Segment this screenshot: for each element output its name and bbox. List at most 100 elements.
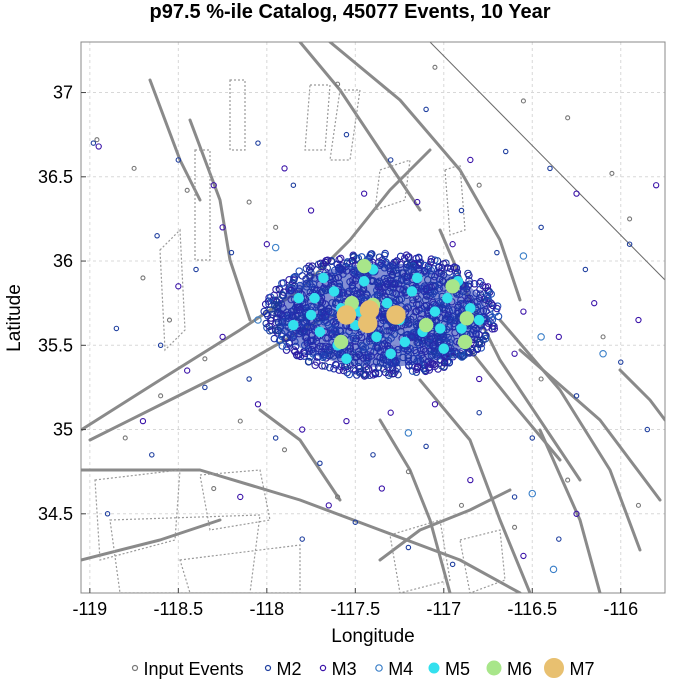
cluster-event-marker	[427, 258, 435, 266]
cluster-event-marker	[267, 293, 275, 301]
event-marker-m3	[219, 224, 226, 231]
event-marker-input-events	[94, 137, 100, 143]
cluster-event-marker	[321, 258, 330, 267]
event-marker-input-events	[140, 275, 146, 281]
cluster-event-marker	[388, 366, 397, 374]
cluster-event-marker	[430, 362, 439, 371]
event-marker-input-events	[476, 182, 482, 188]
event-marker-m2	[494, 249, 500, 256]
event-marker-m2	[149, 452, 155, 458]
event-marker-m4	[271, 243, 280, 252]
cluster-event-marker	[438, 264, 446, 272]
event-marker-m5	[314, 326, 326, 338]
event-marker-m3	[325, 502, 332, 509]
event-marker-input-events	[246, 199, 252, 205]
event-marker-m3	[653, 182, 660, 189]
event-marker-m5	[399, 336, 411, 348]
cluster-event-marker	[431, 256, 439, 264]
cluster-event-marker	[487, 313, 496, 322]
event-marker-input-events	[166, 317, 173, 323]
cluster-event-marker	[475, 340, 483, 349]
cluster-event-marker	[489, 301, 497, 310]
event-marker-m2	[370, 452, 376, 458]
event-marker-input-events	[635, 502, 642, 508]
event-marker-m3	[210, 182, 217, 189]
event-marker-m5	[381, 297, 393, 309]
event-marker-m2	[343, 131, 350, 138]
cluster-event-marker	[318, 362, 326, 370]
cluster-event-marker	[487, 290, 495, 298]
event-marker-m5	[406, 286, 418, 297]
cluster-event-marker	[305, 266, 314, 274]
cluster-event-marker	[348, 257, 357, 265]
y-tick-label: 35.5	[38, 335, 73, 355]
cluster-event-marker	[375, 369, 383, 378]
event-marker-input-events	[122, 435, 128, 441]
event-marker-input-events	[512, 524, 518, 530]
cluster-event-marker	[265, 300, 273, 309]
event-marker-m3	[591, 300, 598, 307]
event-marker-m3	[467, 476, 474, 484]
cluster-event-marker	[381, 249, 389, 258]
event-marker-m2	[476, 409, 482, 416]
cluster-event-marker	[298, 272, 307, 280]
cluster-event-marker	[313, 358, 321, 366]
cluster-event-marker	[483, 291, 492, 300]
cluster-event-marker	[457, 348, 466, 356]
legend-label: M2	[277, 659, 302, 679]
event-marker-m3	[635, 316, 642, 324]
cluster-event-marker	[434, 263, 443, 272]
event-marker-m2	[113, 325, 120, 332]
cluster-event-marker	[314, 260, 323, 269]
y-tick-label: 37	[53, 83, 73, 103]
event-marker-m5	[293, 292, 304, 304]
event-marker-m2	[290, 182, 297, 188]
event-marker-m4	[549, 565, 558, 574]
event-marker-input-events	[432, 64, 438, 70]
event-marker-m5	[438, 343, 450, 354]
cluster-event-marker	[414, 253, 423, 262]
event-marker-input-events	[281, 447, 288, 453]
event-marker-m3	[175, 283, 182, 290]
event-marker-m3	[95, 143, 102, 150]
event-marker-m2	[90, 140, 97, 146]
event-marker-input-events	[627, 216, 633, 222]
event-marker-m5	[456, 323, 467, 334]
event-points	[90, 64, 660, 574]
event-marker-input-events	[237, 418, 243, 424]
x-tick-label: -118	[249, 599, 284, 619]
cluster-event-marker	[305, 262, 313, 270]
event-marker-m6	[457, 334, 473, 350]
cluster-event-marker	[443, 264, 452, 272]
event-marker-m5	[429, 306, 441, 317]
x-tick-label: -116.5	[507, 599, 557, 619]
event-marker-input-events	[158, 393, 164, 399]
event-marker-m4	[254, 316, 262, 324]
event-marker-m2	[272, 435, 279, 441]
event-marker-m2	[644, 426, 651, 433]
event-marker-m3	[184, 367, 191, 374]
event-marker-input-events	[335, 494, 341, 500]
event-marker-m5	[434, 323, 446, 334]
cluster-event-marker	[349, 252, 358, 261]
event-marker-m2	[556, 536, 562, 542]
cluster-event-marker	[279, 288, 288, 296]
event-marker-m5	[328, 286, 340, 297]
cluster-event-marker	[427, 255, 436, 263]
event-marker-m5	[288, 319, 299, 331]
cluster-event-marker	[479, 336, 487, 344]
event-marker-m3	[484, 283, 492, 290]
cluster-event-marker	[278, 342, 287, 350]
event-marker-m2	[423, 443, 429, 450]
event-marker-m2	[502, 148, 509, 155]
event-marker-m2	[317, 460, 323, 467]
event-marker-m6	[445, 279, 460, 294]
event-marker-m2	[423, 106, 429, 113]
event-marker-m2	[538, 224, 544, 231]
cluster-event-marker	[353, 371, 361, 379]
event-marker-m3	[237, 493, 244, 501]
event-marker-m3	[573, 190, 580, 197]
event-marker-m3	[361, 190, 368, 197]
event-marker-input-events	[458, 502, 465, 508]
